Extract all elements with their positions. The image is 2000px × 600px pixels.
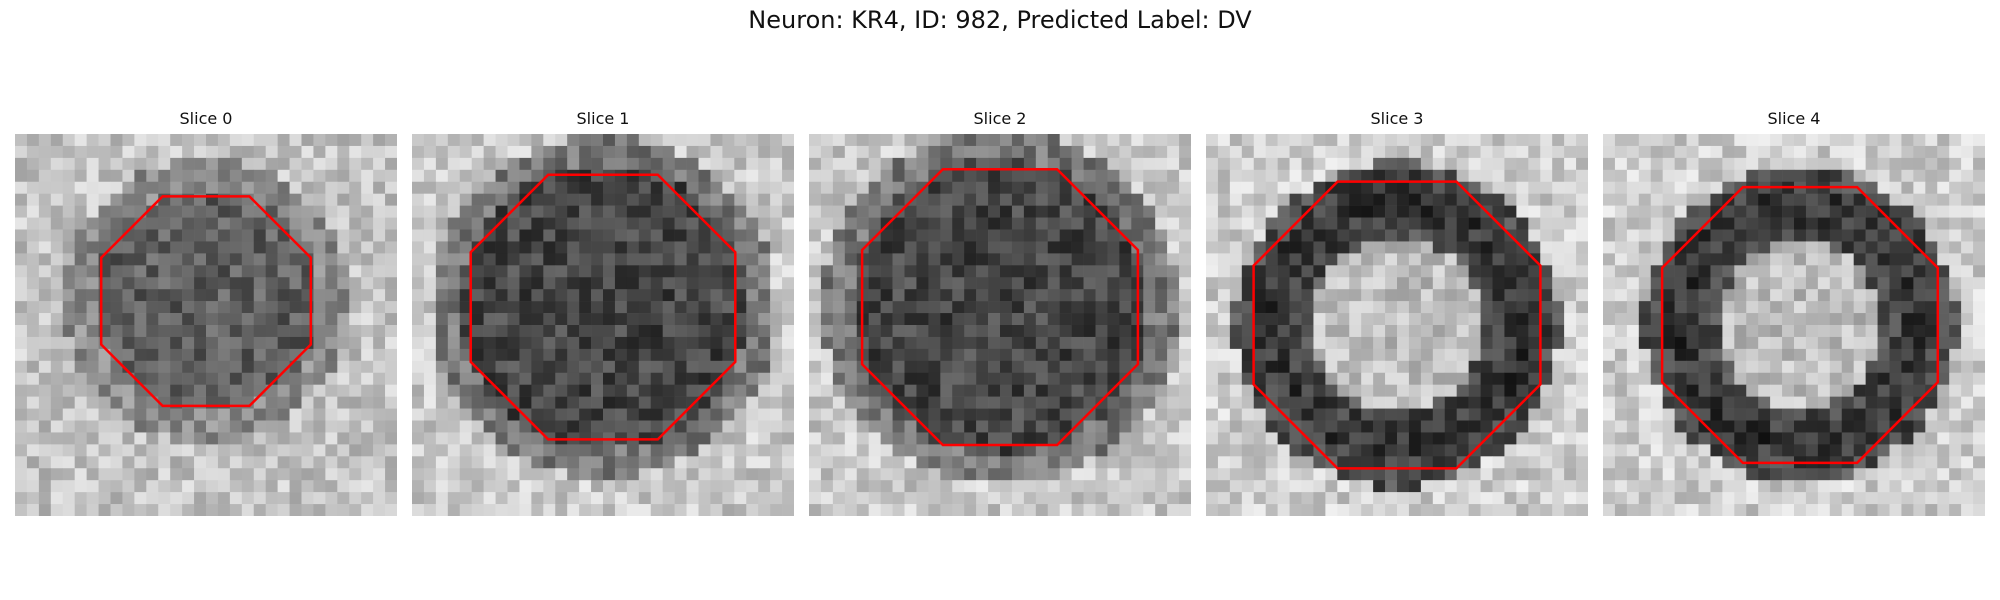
slice-svg-2 <box>809 134 1191 516</box>
slice-svg-1 <box>412 134 794 516</box>
slice-svg-4 <box>1603 134 1985 516</box>
slice-title-0: Slice 0 <box>179 109 233 128</box>
segmentation-contour-3 <box>1252 180 1542 470</box>
segmentation-contour-4 <box>1660 185 1940 465</box>
slice-title-3: Slice 3 <box>1370 109 1424 128</box>
slice-svg-0 <box>15 134 397 516</box>
slice-svg-3 <box>1206 134 1588 516</box>
segmentation-contour-1 <box>469 173 737 441</box>
segmentation-contour-2 <box>860 167 1140 447</box>
segmentation-contour-0 <box>99 195 313 408</box>
slice-title-2: Slice 2 <box>973 109 1027 128</box>
slice-image-3 <box>1206 134 1588 516</box>
slice-title-4: Slice 4 <box>1767 109 1821 128</box>
figure-title: Neuron: KR4, ID: 982, Predicted Label: D… <box>748 6 1252 34</box>
slice-image-2 <box>809 134 1191 516</box>
slice-image-1 <box>412 134 794 516</box>
slice-image-4 <box>1603 134 1985 516</box>
slice-image-0 <box>15 134 397 516</box>
slice-title-1: Slice 1 <box>576 109 630 128</box>
